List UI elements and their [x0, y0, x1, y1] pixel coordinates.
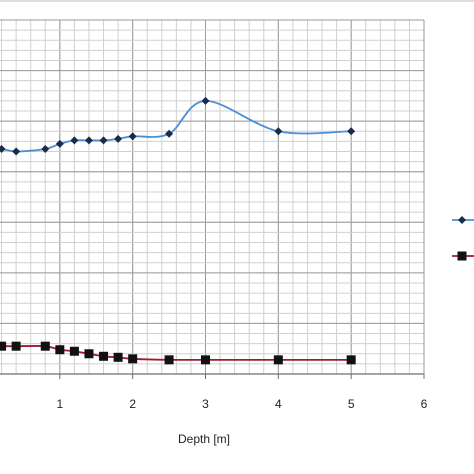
- series-1-point: [12, 147, 21, 156]
- series-group: [0, 96, 356, 365]
- series-1-point: [0, 144, 6, 153]
- series-2-point: [11, 341, 21, 351]
- series-2-point: [164, 355, 174, 365]
- legend-series-2-marker: [457, 251, 467, 261]
- series-2-point: [69, 346, 79, 356]
- series-2-point: [99, 351, 109, 361]
- series-2-point: [346, 355, 356, 365]
- series-2-point: [201, 355, 210, 365]
- series-1-point: [128, 132, 137, 141]
- series-2-point: [0, 341, 7, 351]
- series-2-point: [55, 345, 65, 355]
- series-1-point: [201, 96, 210, 105]
- series-1-point: [114, 134, 123, 143]
- x-tick-labels: 1 2 3 4 5 6: [56, 397, 427, 411]
- x-tick-label: 1: [56, 397, 63, 411]
- series-1-point: [70, 136, 79, 145]
- x-tick-label: 4: [275, 397, 282, 411]
- series-1-point: [347, 127, 356, 136]
- series-2-point: [273, 355, 283, 365]
- x-tick-label: 2: [129, 397, 136, 411]
- series-2-point: [84, 349, 94, 359]
- x-tick-label: 6: [421, 397, 428, 411]
- legend: [452, 216, 474, 261]
- series-1-point: [84, 136, 93, 145]
- series-1-point: [165, 129, 174, 138]
- series-2-point: [40, 341, 50, 351]
- x-tick-label: 5: [348, 397, 355, 411]
- x-tick-label: 3: [202, 397, 209, 411]
- series-1-point: [274, 127, 283, 136]
- series-1-point: [99, 136, 108, 145]
- series-2-point: [113, 352, 123, 362]
- series-1-point: [55, 139, 64, 148]
- series-1-point: [41, 144, 50, 153]
- legend-series-1-marker: [458, 216, 466, 224]
- series-2-point: [128, 354, 138, 364]
- x-axis-title: Depth [m]: [178, 432, 230, 446]
- axes: [0, 20, 425, 379]
